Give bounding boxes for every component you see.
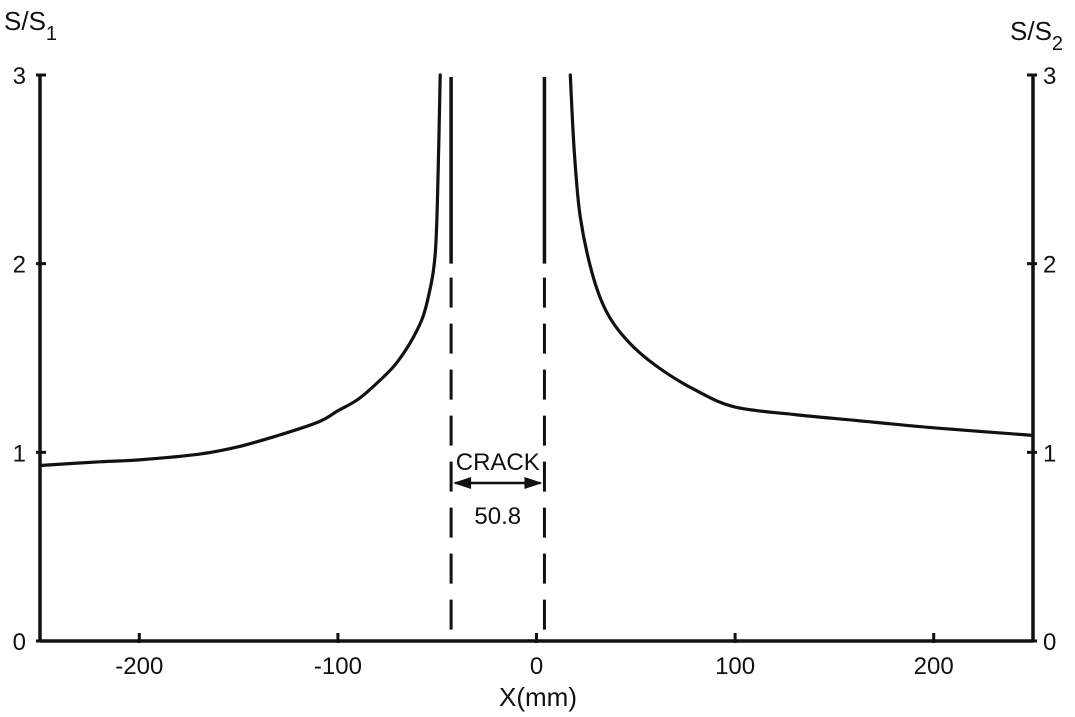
crack-markers <box>449 77 547 641</box>
right-y-tick-label: 1 <box>1043 440 1056 467</box>
left-y-tick-label: 2 <box>13 252 26 279</box>
right-y-axis-title: S/S2 <box>1010 16 1063 55</box>
x-tick-label: 200 <box>914 653 954 680</box>
axes <box>36 73 1037 643</box>
x-tick-label: 0 <box>530 653 543 680</box>
x-tick-label: 100 <box>715 653 755 680</box>
x-tick-label: -100 <box>314 653 362 680</box>
left-y-tick-label: 1 <box>13 440 26 467</box>
data-curves <box>38 73 1035 468</box>
crack-width-label: 50.8 <box>474 503 521 530</box>
x-axis-title: X(mm) <box>499 682 577 712</box>
crack-arrow-right-head <box>524 477 543 489</box>
left-y-tick-label: 3 <box>13 63 26 90</box>
crack-label: CRACK <box>456 449 540 476</box>
left-stress-curve <box>38 73 442 468</box>
right-y-tick-label: 0 <box>1043 629 1056 656</box>
left-y-axis-title: S/S1 <box>4 6 57 45</box>
axis-labels: -200 -100 0 100 200 0 0 1 1 2 2 3 3 X(mm) S/S1 S/S2 CRAC… <box>4 6 1063 712</box>
right-stress-curve <box>568 73 1035 437</box>
x-tick-label: -200 <box>115 653 163 680</box>
right-y-tick-label: 2 <box>1043 252 1056 279</box>
left-y-tick-label: 0 <box>13 629 26 656</box>
right-y-tick-label: 3 <box>1043 63 1056 90</box>
crack-arrow-left-head <box>453 477 472 489</box>
